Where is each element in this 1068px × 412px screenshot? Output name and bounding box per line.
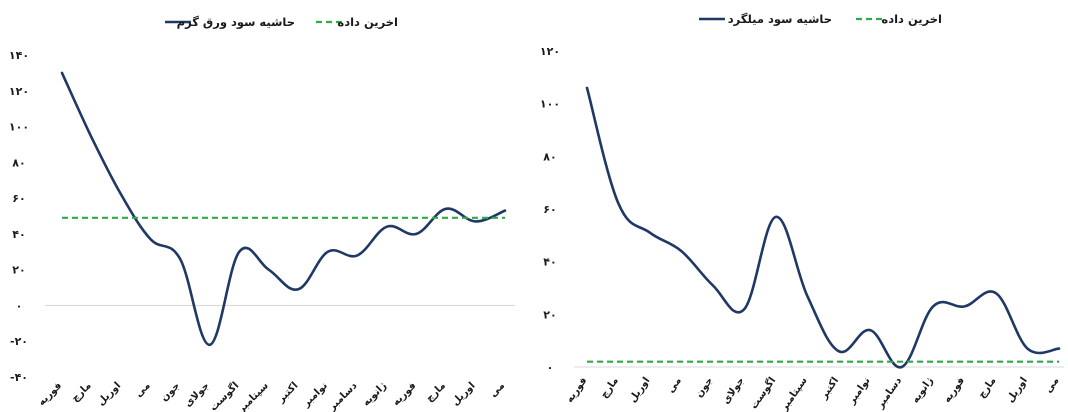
chart-0-x-tick: اکتبر: [275, 380, 300, 405]
chart-0-y-tick: ۰: [16, 299, 23, 312]
chart-0-x-tick: فوریه: [36, 380, 64, 408]
chart-0-y-tick: ۴۰: [12, 228, 25, 241]
chart-0-x-tick: اوریل: [450, 380, 478, 408]
chart-1-legend-solid-label: حاشیه سود میلگرد: [728, 12, 832, 27]
chart-0-x-tick: سپتامبر: [235, 380, 271, 412]
chart-0-y-tick: -۴۰: [10, 371, 28, 384]
chart-0-x-tick: مارچ: [424, 380, 448, 404]
chart-1-x-tick: مارچ: [976, 375, 998, 400]
chart-0-x-tick: مارچ: [70, 380, 94, 404]
chart-1-margin-line: [585, 86, 1061, 369]
chart-1-y-tick: ۱۰۰: [540, 98, 560, 111]
chart-1-x-tick: اکتبر: [818, 375, 841, 401]
chart-1-x-tick: نوامبر: [846, 375, 873, 407]
chart-0-y-tick: ۱۰۰: [9, 121, 29, 134]
chart-1-x-tick: فوریه: [942, 375, 967, 405]
chart-0-x-tick: اوریل: [96, 380, 124, 408]
chart-0-x-tick: می: [488, 380, 507, 399]
chart-0-legend-dashed-label: اخرین داده: [337, 15, 398, 29]
chart-0-x-tick: ژانویه: [361, 380, 389, 408]
chart-1-y-tick: ۸۰: [543, 150, 556, 163]
chart-0-legend-solid-label: حاشیه سود ورق گرم: [177, 15, 295, 30]
chart-1-x-tick: اوریل: [627, 375, 652, 404]
chart-0-x-tick: دسامبر: [326, 380, 359, 412]
chart-1-y-tick: ۶۰: [543, 203, 556, 216]
chart-1-y-tick: ۴۰: [543, 256, 556, 269]
chart-0-y-tick: ۲۰: [12, 264, 25, 277]
chart-1-legend-dashed-label: اخرین داده: [881, 12, 942, 26]
chart-0-x-tick: می: [133, 380, 152, 399]
chart-1-y-tick: ۲۰: [543, 308, 556, 321]
chart-1-x-tick: ژانویه: [910, 375, 936, 405]
chart-0-y-tick: ۶۰: [12, 192, 25, 205]
chart-1-x-tick: اوریل: [1005, 375, 1030, 404]
chart-0-margin-line: [60, 71, 507, 347]
chart-1-x-tick: جولای: [721, 375, 747, 406]
chart-1-x-tick: دسامبر: [874, 375, 904, 411]
chart-0-y-tick: -۲۰: [10, 335, 28, 348]
chart-0-y-tick: ۸۰: [12, 156, 25, 169]
chart-0-y-tick: ۱۲۰: [9, 85, 29, 98]
chart-0-y-tick: ۱۴۰: [9, 49, 29, 62]
chart-1-x-tick: مارچ: [599, 375, 621, 400]
chart-0-x-tick: جولای: [183, 380, 212, 409]
chart-1-x-tick: می: [665, 375, 683, 395]
chart-1-x-tick: اگوست: [747, 374, 778, 411]
chart-0-x-tick: فوریه: [391, 380, 419, 408]
chart-1-x-tick: می: [1043, 375, 1061, 395]
chart-1-y-tick: ۱۲۰: [540, 45, 560, 58]
chart-1-x-tick: جون: [694, 375, 716, 399]
chart-0-x-tick: جون: [159, 380, 182, 403]
chart-1-y-tick: ۰: [547, 361, 554, 374]
chart-1-x-tick: سپتامبر: [778, 375, 810, 412]
chart-0-x-tick: نوامبر: [300, 380, 330, 410]
chart-1-x-tick: فوریه: [564, 375, 589, 405]
